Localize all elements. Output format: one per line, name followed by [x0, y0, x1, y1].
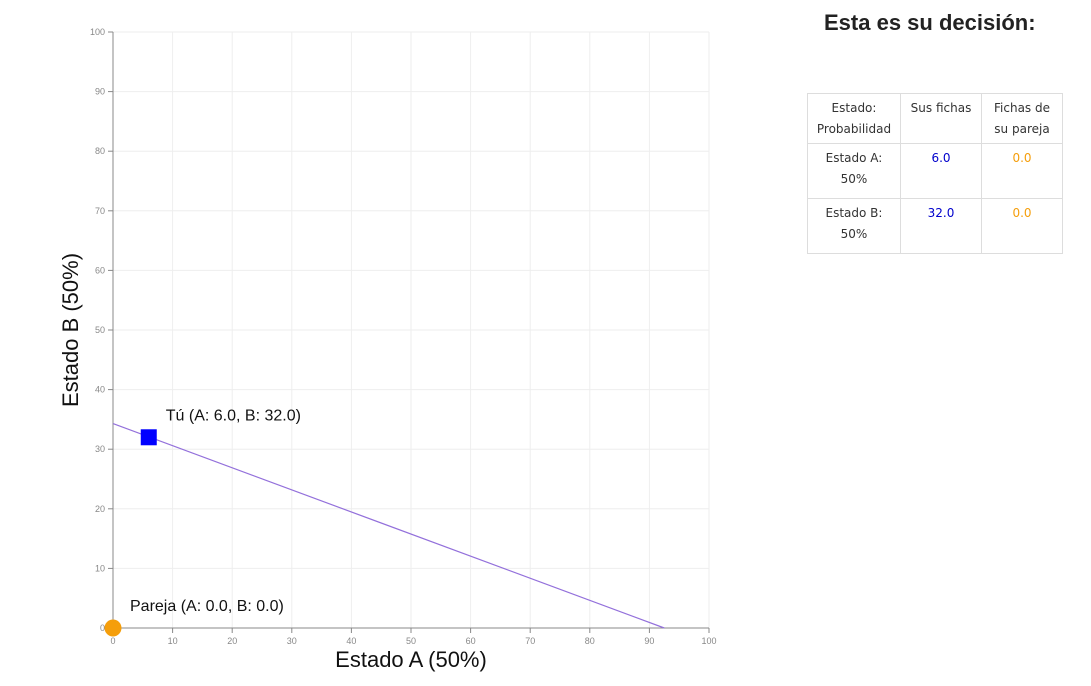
partner-point-marker	[104, 619, 122, 637]
chart: 0 10 20 30 40 50 60 70 80 90 100 0 10 20 30 40 50 60 70 80…	[58, 27, 717, 672]
x-tick-label: 20	[227, 636, 237, 646]
x-tick-label: 70	[525, 636, 535, 646]
decision-table: Estado: Probabilidad Sus fichas Fichas d…	[807, 93, 1063, 254]
row-state-a: Estado A: 50%	[807, 143, 901, 199]
x-tick-label: 10	[168, 636, 178, 646]
partner-point-label: Pareja (A: 0.0, B: 0.0)	[130, 598, 284, 615]
self-point-label: Tú (A: 6.0, B: 32.0)	[166, 407, 301, 424]
y-tick-label: 50	[95, 325, 105, 335]
header-self-chips: Sus fichas	[900, 93, 982, 144]
row-state-a-partner: 0.0	[981, 143, 1063, 199]
x-tick-label: 0	[110, 636, 115, 646]
x-tick-label: 40	[346, 636, 356, 646]
table-row: Estado A: 50% 6.0 0.0	[807, 143, 1063, 199]
y-tick-label: 10	[95, 563, 105, 573]
grid	[112, 31, 710, 629]
x-tick-label: 80	[585, 636, 595, 646]
y-tick-label: 0	[100, 623, 105, 633]
header-state: Estado: Probabilidad	[807, 93, 901, 144]
y-tick-label: 80	[95, 146, 105, 156]
x-ticks: 0 10 20 30 40 50 60 70 80 90 100	[110, 628, 717, 646]
table-row: Estado B: 50% 32.0 0.0	[807, 198, 1063, 254]
x-tick-label: 60	[466, 636, 476, 646]
decision-table-header-row: Estado: Probabilidad Sus fichas Fichas d…	[807, 93, 1063, 144]
decision-title: Esta es su decisión:	[824, 10, 1036, 35]
y-tick-label: 90	[95, 87, 105, 97]
x-tick-label: 50	[406, 636, 416, 646]
y-tick-label: 30	[95, 444, 105, 454]
row-state-a-self: 6.0	[900, 143, 982, 199]
row-state-b-self: 32.0	[900, 198, 982, 254]
row-state-b-partner: 0.0	[981, 198, 1063, 254]
x-tick-label: 100	[701, 636, 716, 646]
y-tick-label: 100	[90, 27, 105, 37]
header-partner-chips: Fichas de su pareja	[981, 93, 1063, 144]
y-tick-label: 60	[95, 265, 105, 275]
x-tick-label: 90	[644, 636, 654, 646]
y-axis-title: Estado B (50%)	[58, 253, 83, 407]
y-ticks: 0 10 20 30 40 50 60 70 80 90 100	[90, 27, 113, 633]
y-tick-label: 40	[95, 385, 105, 395]
row-state-b: Estado B: 50%	[807, 198, 901, 254]
budget-line	[112, 423, 665, 629]
y-tick-label: 70	[95, 206, 105, 216]
y-tick-label: 20	[95, 504, 105, 514]
points: Tú (A: 6.0, B: 32.0) Pareja (A: 0.0, B: 0…	[104, 407, 301, 637]
self-point-marker	[140, 429, 157, 446]
x-axis-title: Estado A (50%)	[335, 647, 487, 672]
x-tick-label: 30	[287, 636, 297, 646]
